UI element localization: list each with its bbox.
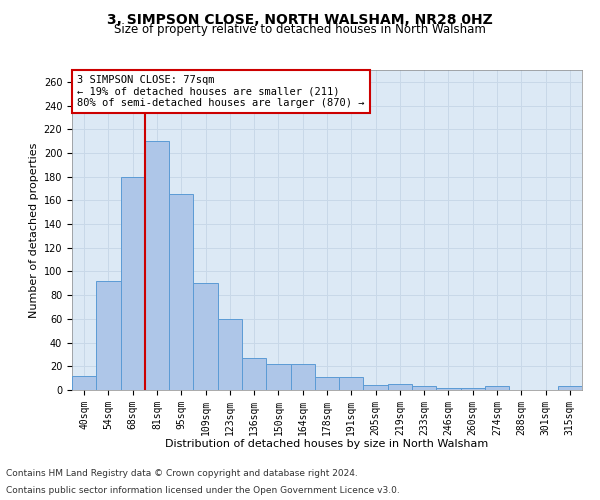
Bar — [388, 384, 412, 390]
Bar — [339, 377, 364, 390]
Bar — [218, 319, 242, 390]
Bar — [242, 358, 266, 390]
X-axis label: Distribution of detached houses by size in North Walsham: Distribution of detached houses by size … — [166, 439, 488, 449]
Bar — [364, 386, 388, 390]
Bar — [145, 141, 169, 390]
Text: 3, SIMPSON CLOSE, NORTH WALSHAM, NR28 0HZ: 3, SIMPSON CLOSE, NORTH WALSHAM, NR28 0H… — [107, 12, 493, 26]
Text: 3 SIMPSON CLOSE: 77sqm
← 19% of detached houses are smaller (211)
80% of semi-de: 3 SIMPSON CLOSE: 77sqm ← 19% of detached… — [77, 75, 365, 108]
Bar — [485, 386, 509, 390]
Bar — [290, 364, 315, 390]
Bar — [193, 284, 218, 390]
Bar — [169, 194, 193, 390]
Bar — [558, 386, 582, 390]
Bar — [436, 388, 461, 390]
Bar — [461, 388, 485, 390]
Bar — [315, 377, 339, 390]
Bar — [266, 364, 290, 390]
Text: Contains public sector information licensed under the Open Government Licence v3: Contains public sector information licen… — [6, 486, 400, 495]
Bar — [72, 376, 96, 390]
Bar — [121, 176, 145, 390]
Text: Contains HM Land Registry data © Crown copyright and database right 2024.: Contains HM Land Registry data © Crown c… — [6, 468, 358, 477]
Bar — [412, 386, 436, 390]
Bar — [96, 281, 121, 390]
Y-axis label: Number of detached properties: Number of detached properties — [29, 142, 40, 318]
Text: Size of property relative to detached houses in North Walsham: Size of property relative to detached ho… — [114, 22, 486, 36]
